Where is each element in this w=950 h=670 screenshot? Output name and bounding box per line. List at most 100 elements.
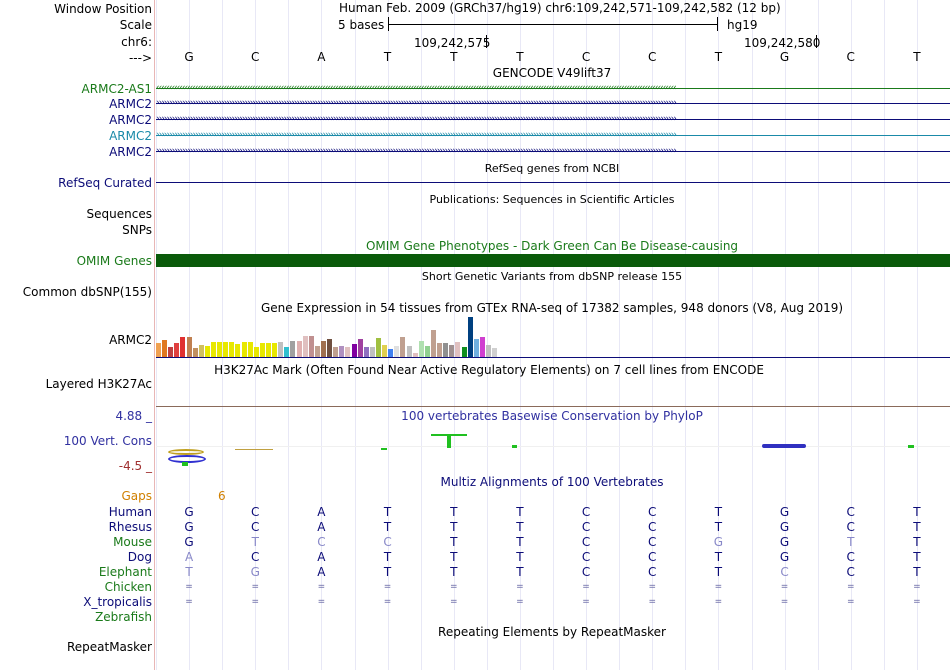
repeatmasker-track-title[interactable]: Repeating Elements by RepeatMasker <box>438 625 666 639</box>
gtex-bar[interactable] <box>204 346 210 357</box>
gtex-bar[interactable] <box>339 346 345 357</box>
gtex-bar[interactable] <box>345 347 351 357</box>
conservation-label[interactable]: 100 Vert. Cons <box>63 434 152 448</box>
species-label[interactable]: Human <box>108 505 152 519</box>
aligned-base: C <box>846 550 855 564</box>
gencode-gene-label[interactable]: ARMC2 <box>109 145 152 159</box>
gtex-bar[interactable] <box>284 347 290 357</box>
conservation-track-title[interactable]: 100 vertebrates Basewise Conservation by… <box>401 409 703 423</box>
sequences-label[interactable]: Sequences <box>86 207 152 221</box>
gtex-label[interactable]: ARMC2 <box>109 333 152 347</box>
h3k27ac-track-title[interactable]: H3K27Ac Mark (Often Found Near Active Re… <box>214 363 764 377</box>
gtex-bar[interactable] <box>168 347 174 357</box>
gtex-bar[interactable] <box>211 342 216 357</box>
gtex-bar[interactable] <box>424 346 430 357</box>
gtex-bar[interactable] <box>382 345 388 357</box>
omim-label[interactable]: OMIM Genes <box>76 254 152 268</box>
gtex-bar[interactable] <box>492 348 498 357</box>
refseq-gene-line[interactable] <box>156 182 950 183</box>
gtex-bar[interactable] <box>198 345 204 357</box>
gtex-track-title[interactable]: Gene Expression in 54 tissues from GTEx … <box>260 301 844 315</box>
species-label[interactable]: Elephant <box>98 565 152 579</box>
publications-track-title[interactable]: Publications: Sequences in Scientific Ar… <box>429 193 675 206</box>
gtex-bar[interactable] <box>321 341 326 357</box>
gtex-bar[interactable] <box>449 345 455 357</box>
refseq-label[interactable]: RefSeq Curated <box>58 176 152 190</box>
species-label[interactable]: Rhesus <box>108 520 152 534</box>
gtex-bar[interactable] <box>327 339 333 357</box>
gencode-gene-label[interactable]: ARMC2-AS1 <box>81 82 152 96</box>
gtex-bar[interactable] <box>473 339 479 357</box>
gtex-bar[interactable] <box>486 345 491 357</box>
omim-gene-bar[interactable] <box>156 254 950 267</box>
gtex-bar[interactable] <box>479 337 485 357</box>
dbsnp-track-title[interactable]: Short Genetic Variants from dbSNP releas… <box>421 270 683 283</box>
gtex-bar[interactable] <box>363 347 369 357</box>
dbsnp-label[interactable]: Common dbSNP(155) <box>22 285 152 299</box>
gtex-bar[interactable] <box>388 349 394 357</box>
species-label[interactable]: Zebrafish <box>95 610 152 624</box>
species-label[interactable]: X_tropicalis <box>83 595 152 609</box>
gencode-gene-label[interactable]: ARMC2 <box>109 129 152 143</box>
gtex-bar[interactable] <box>186 337 192 357</box>
gtex-bar[interactable] <box>259 343 265 357</box>
gtex-bar[interactable] <box>235 344 241 357</box>
gencode-gene-line[interactable] <box>156 135 950 136</box>
gtex-bar[interactable] <box>412 353 418 357</box>
gencode-gene-line[interactable] <box>156 151 950 152</box>
gtex-bar[interactable] <box>174 343 180 357</box>
gencode-gene-line[interactable] <box>156 119 950 120</box>
gencode-gene-line[interactable] <box>156 103 950 104</box>
gtex-bar[interactable] <box>296 341 302 357</box>
gtex-bar[interactable] <box>156 343 161 357</box>
multiz-track-title[interactable]: Multiz Alignments of 100 Vertebrates <box>440 475 664 489</box>
gencode-gene-label[interactable]: ARMC2 <box>109 97 152 111</box>
gtex-bar[interactable] <box>290 341 296 357</box>
gtex-bar[interactable] <box>333 347 339 357</box>
snps-label[interactable]: SNPs <box>122 223 152 237</box>
species-label[interactable]: Mouse <box>113 535 152 549</box>
gtex-bar[interactable] <box>431 330 436 357</box>
gtex-bar[interactable] <box>180 337 186 357</box>
gtex-bar[interactable] <box>437 343 443 357</box>
gtex-bar[interactable] <box>455 342 461 357</box>
species-label[interactable]: Dog <box>127 550 152 564</box>
gencode-gene-line[interactable] <box>156 88 950 89</box>
gtex-bar[interactable] <box>394 346 400 357</box>
gtex-bar[interactable] <box>278 342 284 357</box>
gtex-bar[interactable] <box>443 343 449 357</box>
gtex-bar[interactable] <box>192 348 198 357</box>
gtex-bar[interactable] <box>418 341 424 357</box>
refseq-track-title[interactable]: RefSeq genes from NCBI <box>484 162 620 175</box>
gtex-bar[interactable] <box>266 343 271 357</box>
gtex-bar[interactable] <box>272 343 278 357</box>
gtex-bar[interactable] <box>308 336 314 357</box>
repeatmasker-label[interactable]: RepeatMasker <box>66 640 152 654</box>
omim-track-title[interactable]: OMIM Gene Phenotypes - Dark Green Can Be… <box>365 239 739 253</box>
gtex-bar[interactable] <box>467 317 473 357</box>
gtex-bar[interactable] <box>406 346 412 357</box>
grid-line <box>916 0 918 670</box>
gtex-bar[interactable] <box>376 338 381 357</box>
h3k27ac-label[interactable]: Layered H3K27Ac <box>45 377 152 391</box>
gtex-bar[interactable] <box>357 339 363 357</box>
gtex-bar[interactable] <box>314 346 320 357</box>
gtex-bar[interactable] <box>162 340 168 357</box>
gtex-bar[interactable] <box>217 342 223 357</box>
gencode-gene-label[interactable]: ARMC2 <box>109 113 152 127</box>
gtex-bar-chart[interactable] <box>156 317 556 357</box>
gtex-bar[interactable] <box>223 342 229 357</box>
aligned-base: C <box>780 565 789 579</box>
gtex-bar[interactable] <box>247 342 253 357</box>
gtex-bar[interactable] <box>241 342 247 357</box>
gtex-bar[interactable] <box>461 347 467 357</box>
gtex-bar[interactable] <box>229 342 235 357</box>
gtex-bar[interactable] <box>351 344 357 357</box>
gencode-track-title[interactable]: GENCODE V49lift37 <box>492 66 612 80</box>
gtex-bar[interactable] <box>302 336 308 357</box>
species-label[interactable]: Chicken <box>104 580 152 594</box>
gtex-bar[interactable] <box>253 347 259 357</box>
gaps-label[interactable]: Gaps <box>121 489 152 503</box>
gtex-bar[interactable] <box>400 337 406 357</box>
gtex-bar[interactable] <box>369 347 375 357</box>
